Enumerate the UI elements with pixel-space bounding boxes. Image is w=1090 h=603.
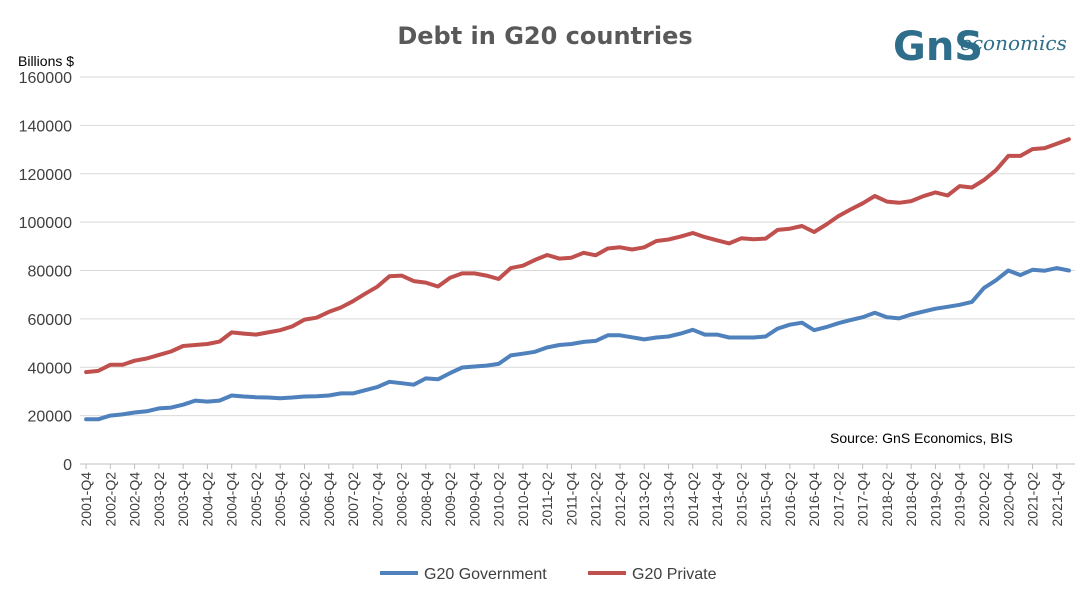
x-tick-label: 2004-Q4 (224, 472, 240, 527)
x-tick-label: 2013-Q2 (636, 472, 652, 527)
x-tick-label: 2001-Q4 (78, 472, 94, 527)
x-tick-label: 2012-Q2 (588, 472, 604, 527)
legend: G20 Government G20 Private (380, 566, 717, 583)
x-tick-label: 2021-Q2 (1025, 472, 1041, 527)
y-tick-label: 160000 (19, 70, 72, 87)
x-tick-label: 2003-Q2 (151, 472, 167, 527)
chart-title: Debt in G20 countries (397, 22, 692, 50)
x-tick-label: 2012-Q4 (612, 472, 628, 527)
legend-label-government: G20 Government (424, 566, 547, 583)
x-tick-label: 2013-Q4 (661, 472, 677, 527)
x-tick-label: 2004-Q2 (199, 472, 215, 527)
y-tick-label: 20000 (28, 409, 73, 426)
x-tick-label: 2016-Q4 (806, 472, 822, 527)
x-tick-label: 2009-Q2 (442, 472, 458, 527)
source-note: Source: GnS Economics, BIS (830, 430, 1013, 446)
series-line-private (84, 137, 1071, 375)
x-tick-label: 2019-Q4 (952, 472, 968, 527)
y-tick-label: 40000 (28, 360, 73, 377)
company-logo: GnS economics (893, 24, 1067, 70)
x-tick-label: 2018-Q4 (903, 472, 919, 527)
gridlines (80, 76, 1075, 417)
x-tick-label: 2019-Q2 (927, 472, 943, 527)
logo-text: economics (960, 31, 1067, 55)
x-tick-label: 2014-Q2 (685, 472, 701, 527)
x-tick-label: 2007-Q2 (345, 472, 361, 527)
series-lines (84, 137, 1071, 422)
y-axis-unit-label: Billions $ (18, 53, 74, 69)
x-tick-label: 2015-Q4 (758, 472, 774, 527)
x-tick-label: 2009-Q4 (466, 472, 482, 527)
x-tick-label: 2020-Q4 (1000, 472, 1016, 527)
y-tick-label: 100000 (19, 215, 72, 232)
y-tick-label: 120000 (19, 167, 72, 184)
x-tick-label: 2003-Q4 (175, 472, 191, 527)
x-tick-label: 2011-Q2 (539, 472, 555, 526)
x-tick-label: 2021-Q4 (1049, 472, 1065, 527)
x-tick-label: 2010-Q4 (515, 472, 531, 527)
x-tick-label: 2010-Q2 (491, 472, 507, 527)
x-tick-label: 2011-Q4 (563, 472, 579, 526)
y-tick-label: 80000 (28, 264, 73, 281)
y-tick-label: 0 (63, 457, 72, 474)
x-tick-label: 2002-Q2 (102, 472, 118, 527)
x-tick-label: 2016-Q2 (782, 472, 798, 527)
x-tick-label: 2015-Q2 (733, 472, 749, 527)
x-tick-label: 2006-Q2 (296, 472, 312, 527)
x-tick-label: 2014-Q4 (709, 472, 725, 527)
y-tick-label: 140000 (19, 118, 72, 135)
x-tick-label: 2007-Q4 (369, 472, 385, 527)
x-tick-label: 2020-Q2 (976, 472, 992, 527)
x-tick-label: 2008-Q2 (394, 472, 410, 527)
logo-mark: GnS (893, 24, 983, 70)
series-line-government (84, 266, 1071, 422)
x-tick-label: 2002-Q4 (127, 472, 143, 527)
x-tick-label: 2017-Q4 (855, 472, 871, 527)
x-tick-label: 2008-Q4 (418, 472, 434, 527)
x-tick-label: 2018-Q2 (879, 472, 895, 527)
y-tick-label: 60000 (28, 312, 73, 329)
x-tick-label: 2005-Q2 (248, 472, 264, 527)
x-tick-label: 2005-Q4 (272, 472, 288, 527)
x-tick-label: 2017-Q2 (830, 472, 846, 527)
x-axis-ticks: 2001-Q4 2002-Q2 2002-Q4 2003-Q2 2003-Q4 2004-… (78, 464, 1065, 526)
x-tick-label: 2006-Q4 (321, 472, 337, 527)
y-axis-ticks: 0 20000 40000 60000 80000 100000 120000 140000 1… (19, 70, 72, 474)
legend-label-private: G20 Private (632, 566, 717, 583)
